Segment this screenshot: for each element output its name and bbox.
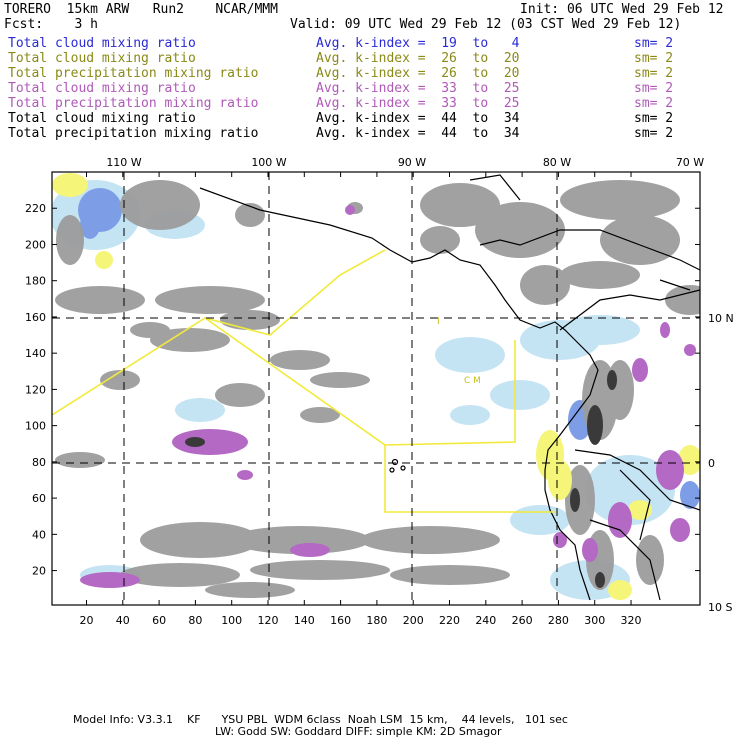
purple-precip-areas (80, 205, 696, 588)
grid-x-label: 160 (330, 614, 351, 627)
grid-x-label: 200 (403, 614, 424, 627)
legend-field: Total precipitation mixing ratio (8, 96, 259, 111)
axis-labels: 110 W 100 W 90 W 80 W 70 W 10 N 0 10 S 220 200 180… (25, 156, 734, 627)
legend-range: Avg. k-index = 33 to 25 (316, 96, 520, 111)
grid-y-label: 200 (25, 238, 46, 251)
legend-sm: sm= 2 (634, 66, 674, 81)
legend-sm: sm= 2 (634, 81, 674, 96)
grid-x-label: 300 (584, 614, 605, 627)
grid-x-label: 260 (512, 614, 533, 627)
lon-label: 100 W (251, 156, 286, 169)
legend-range: Avg. k-index = 26 to 20 (316, 51, 520, 66)
legend-range: Avg. k-index = 26 to 20 (316, 66, 520, 81)
grid-y-label: 160 (25, 311, 46, 324)
model-info: Model Info: V3.3.1 KF YSU PBL WDM 6class… (73, 713, 568, 726)
legend-field: Total cloud mixing ratio (8, 111, 196, 126)
coastlines (199, 174, 700, 601)
grid-x-label: 280 (548, 614, 569, 627)
grid-y-label: 60 (32, 492, 46, 505)
legend-sm: sm= 2 (634, 96, 674, 111)
grid-y-label: 180 (25, 275, 46, 288)
forecast-hour: Fcst: 3 h (4, 17, 98, 32)
region-boundaries (52, 249, 555, 513)
physics-info: LW: Godd SW: Goddard DIFF: simple KM: 2D… (215, 725, 502, 738)
lon-label: 110 W (106, 156, 141, 169)
legend-range: Avg. k-index = 44 to 34 (316, 126, 520, 141)
grid-x-label: 240 (475, 614, 496, 627)
grid-y-label: 220 (25, 202, 46, 215)
lat-label: 10 S (708, 601, 732, 614)
dark-precip-areas (185, 370, 617, 588)
grid-x-label: 220 (439, 614, 460, 627)
model-title: TORERO 15km ARW Run2 NCAR/MMM (4, 2, 278, 17)
grid-x-label: 320 (621, 614, 642, 627)
grid-x-label: 100 (221, 614, 242, 627)
lon-label: 70 W (676, 156, 704, 169)
axis-ticks (52, 172, 700, 605)
legend-field: Total cloud mixing ratio (8, 51, 196, 66)
grid-x-label: 180 (366, 614, 387, 627)
lat-label: 0 (708, 457, 715, 470)
lat-label: 10 N (708, 312, 734, 325)
legend-range: Avg. k-index = 33 to 25 (316, 81, 520, 96)
grid-y-label: 120 (25, 383, 46, 396)
plot-frame (51, 171, 701, 606)
grid-y-label: 100 (25, 420, 46, 433)
legend-sm: sm= 2 (634, 51, 674, 66)
legend-field: Total precipitation mixing ratio (8, 126, 259, 141)
lat-lon-grid (52, 172, 700, 605)
legend-sm: sm= 2 (634, 36, 674, 51)
grid-x-label: 140 (294, 614, 315, 627)
init-time: Init: 06 UTC Wed 29 Feb 12 (520, 2, 724, 17)
grid-x-label: 80 (188, 614, 202, 627)
grid-y-label: 140 (25, 347, 46, 360)
grid-y-label: 40 (32, 528, 46, 541)
legend-field: Total cloud mixing ratio (8, 36, 196, 51)
blue-cloud-areas (78, 188, 700, 509)
grid-y-label: 80 (32, 456, 46, 469)
valid-time: Valid: 09 UTC Wed 29 Feb 12 (03 CST Wed … (290, 17, 682, 32)
grid-y-label: 20 (32, 565, 46, 578)
grid-x-label: 120 (258, 614, 279, 627)
annotation-i: I (437, 317, 440, 327)
legend-sm: sm= 2 (634, 126, 674, 141)
legend-field: Total cloud mixing ratio (8, 81, 196, 96)
annotation-cm: C M (464, 376, 481, 386)
legend-range: Avg. k-index = 44 to 34 (316, 111, 520, 126)
grid-x-label: 60 (152, 614, 166, 627)
lon-label: 90 W (398, 156, 426, 169)
legend-field: Total precipitation mixing ratio (8, 66, 259, 81)
grid-x-label: 40 (116, 614, 130, 627)
grid-x-label: 20 (79, 614, 93, 627)
lon-label: 80 W (543, 156, 571, 169)
cloud-fields (52, 173, 700, 600)
legend-range: Avg. k-index = 19 to 4 (316, 36, 520, 51)
legend-sm: sm= 2 (634, 111, 674, 126)
